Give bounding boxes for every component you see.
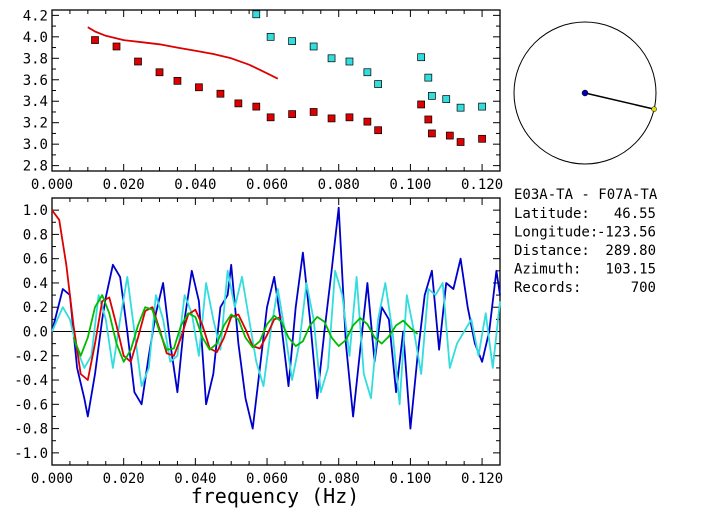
series-line-cyan [51, 269, 501, 406]
data-point-red [428, 129, 436, 138]
y-tick-label: 3.6 [23, 73, 48, 89]
data-point-red [424, 115, 433, 124]
phase-velocity-panel: 0.000 0.020 0.040 0.060 0.080 0.100 0.120 2.8 3.… [23, 8, 503, 193]
data-point-red [374, 126, 382, 135]
x-tick-label: 0.020 [103, 177, 145, 193]
azimuth-compass [513, 21, 657, 165]
data-point-red [445, 131, 454, 140]
data-point-red [456, 138, 465, 146]
data-point-red [134, 57, 142, 66]
data-point-cyan [252, 10, 261, 19]
info-value: 700 [631, 280, 656, 296]
station-pair: E03A-TA - F07A-TA [514, 187, 658, 203]
azimuth-line [584, 92, 655, 110]
data-point-cyan [456, 103, 465, 112]
data-point-red [266, 113, 275, 122]
station-info: E03A-TA - F07A-TA Latitude: 46.55 Longitud… [514, 187, 658, 296]
y-tick-label: -0.8 [14, 422, 48, 438]
x-tick-label: 0.120 [461, 177, 503, 193]
x-tick-label: 0.000 [31, 177, 73, 193]
info-value: 103.15 [605, 262, 656, 278]
data-point-cyan [424, 73, 433, 82]
data-point-cyan [363, 68, 372, 77]
y-tick-label: 4.0 [23, 30, 48, 46]
data-point-red [252, 102, 261, 111]
target-station-marker [651, 106, 657, 112]
info-label: Distance: [514, 243, 590, 259]
data-point-red [363, 117, 372, 126]
x-tick-label: 0.000 [31, 471, 73, 487]
data-point-red [345, 113, 354, 122]
x-tick-label: 0.060 [246, 471, 288, 487]
y-tick-label: 3.0 [23, 137, 48, 153]
series-line-red [87, 26, 279, 80]
data-point-red [478, 134, 486, 143]
series-line-red [51, 209, 282, 381]
y-tick-label: -0.4 [14, 373, 48, 389]
data-point-cyan [417, 53, 426, 62]
x-tick-label: 0.080 [318, 471, 360, 487]
x-tick-label: 0.060 [246, 177, 288, 193]
info-label: Records: [514, 280, 581, 296]
data-point-red [112, 42, 121, 51]
info-value: 46.55 [614, 206, 656, 222]
info-value: 289.80 [605, 243, 656, 259]
y-tick-label: 1.0 [23, 203, 48, 219]
x-tick-label: 0.080 [318, 177, 360, 193]
plot-frame [51, 9, 501, 172]
y-tick-label: 0.2 [23, 300, 48, 316]
y-tick-label: -1.0 [14, 446, 48, 462]
info-value: -123.56 [597, 225, 656, 241]
data-point-cyan [374, 80, 382, 88]
origin-station-marker [581, 89, 589, 97]
y-tick-label: 0.0 [23, 325, 48, 341]
data-point-red [91, 36, 99, 44]
x-tick-label: 0.040 [174, 471, 216, 487]
info-label: Azimuth: [514, 262, 581, 278]
y-tick-label: 2.8 [23, 159, 48, 175]
data-point-cyan [478, 102, 486, 111]
data-point-cyan [288, 37, 296, 45]
data-point-red [216, 89, 225, 98]
series-line-green [72, 294, 419, 363]
data-point-cyan [327, 54, 336, 63]
data-point-red [195, 83, 203, 92]
data-point-cyan [345, 57, 354, 66]
data-point-red [417, 100, 426, 109]
data-point-cyan [309, 42, 318, 51]
x-tick-label: 0.020 [103, 471, 145, 487]
info-label: Longitude: [514, 225, 598, 241]
y-tick-label: 0.8 [23, 227, 48, 243]
y-tick-label: -0.6 [14, 397, 48, 413]
data-point-red [309, 108, 318, 116]
info-rows: Latitude: 46.55 Longitude:-123.56 Distance:… [514, 206, 656, 296]
x-axis-label: frequency (Hz) [191, 484, 360, 508]
y-tick-label: 0.6 [23, 252, 48, 268]
data-point-red [327, 114, 336, 123]
x-tick-label: 0.120 [461, 471, 503, 487]
y-tick-label: 3.8 [23, 51, 48, 67]
y-tick-label: -0.2 [14, 349, 48, 365]
y-tick-label: 3.2 [23, 116, 48, 132]
x-tick-label: 0.100 [389, 177, 431, 193]
data-point-red [234, 99, 243, 108]
y-tick-label: 4.2 [23, 8, 48, 24]
x-tick-label: 0.100 [389, 471, 431, 487]
series-line-blue [51, 206, 501, 430]
x-tick-label: 0.040 [174, 177, 216, 193]
info-label: Latitude: [514, 206, 590, 222]
data-point-cyan [442, 95, 451, 103]
correlation-panel: 0.000 0.020 0.040 0.060 0.080 0.100 0.120 -1.0 -… [14, 197, 503, 487]
y-tick-label: 3.4 [23, 94, 48, 110]
data-point-red [173, 76, 182, 85]
data-point-red [288, 110, 296, 118]
y-tick-label: 0.4 [23, 276, 48, 292]
data-point-cyan [266, 32, 275, 41]
compass-circle [513, 21, 657, 165]
data-point-cyan [428, 92, 436, 100]
data-point-red [155, 68, 164, 77]
